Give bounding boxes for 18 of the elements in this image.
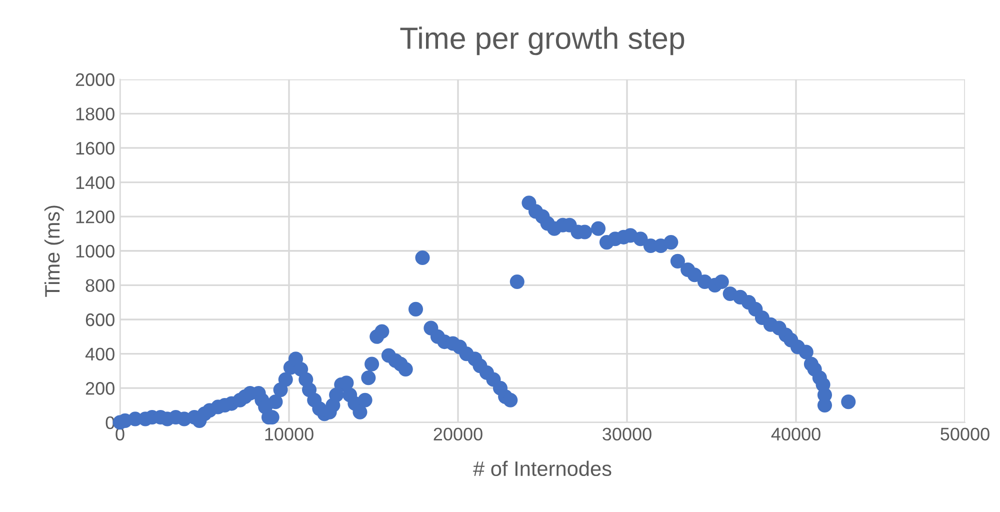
y-axis-title: Time (ms) bbox=[44, 206, 64, 297]
x-tick-label: 30000 bbox=[602, 428, 652, 441]
x-tick-label: 50000 bbox=[940, 428, 990, 441]
x-axis-title: # of Internodes bbox=[473, 460, 612, 476]
y-tick-label: 1000 bbox=[76, 244, 114, 258]
chart-title: Time per growth step bbox=[400, 26, 684, 56]
y-tick-label: 1200 bbox=[76, 210, 114, 224]
y-tick-label: 1400 bbox=[76, 176, 114, 189]
y-tick-label: 200 bbox=[86, 382, 114, 395]
y-tick-label: 2000 bbox=[76, 73, 114, 86]
y-tick-label: 600 bbox=[86, 313, 114, 326]
y-tick-label: 1800 bbox=[76, 108, 114, 120]
x-tick-label: 20000 bbox=[434, 428, 482, 441]
y-tick-label: 400 bbox=[85, 348, 114, 361]
x-tick-label: 10000 bbox=[265, 428, 314, 441]
x-tick-label: 40000 bbox=[771, 428, 820, 441]
y-tick-label: 1600 bbox=[76, 142, 114, 155]
y-tick-label: 800 bbox=[86, 279, 114, 292]
